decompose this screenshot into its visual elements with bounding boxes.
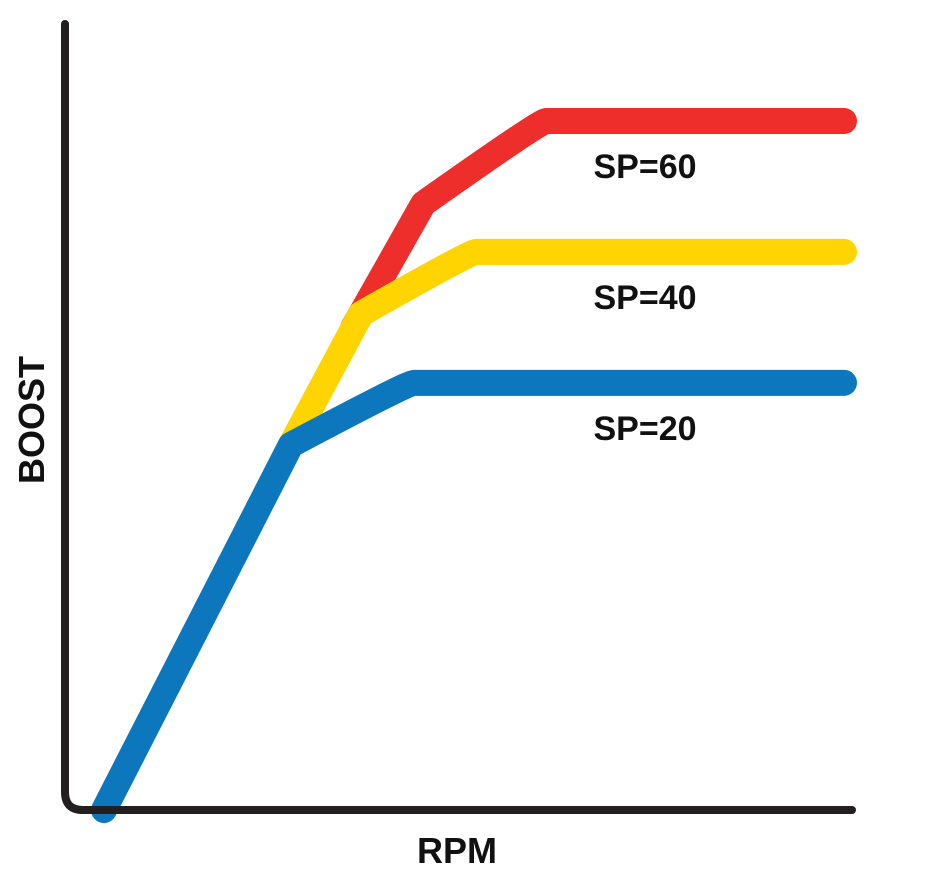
series-line-sp-60 xyxy=(340,108,857,341)
y-axis-label: BOOST xyxy=(11,356,52,484)
axes xyxy=(61,20,856,814)
series-label-sp-60: SP=60 xyxy=(593,148,696,186)
series-label-sp-40: SP=40 xyxy=(593,279,696,317)
series-labels: SP=60 SP=40 SP=20 xyxy=(593,148,696,448)
x-axis-label: RPM xyxy=(417,830,497,871)
series-layer xyxy=(90,108,857,823)
series-label-sp-20: SP=20 xyxy=(593,410,696,448)
series-line-sp-20 xyxy=(90,369,857,823)
series-line-sp-40 xyxy=(277,238,857,458)
